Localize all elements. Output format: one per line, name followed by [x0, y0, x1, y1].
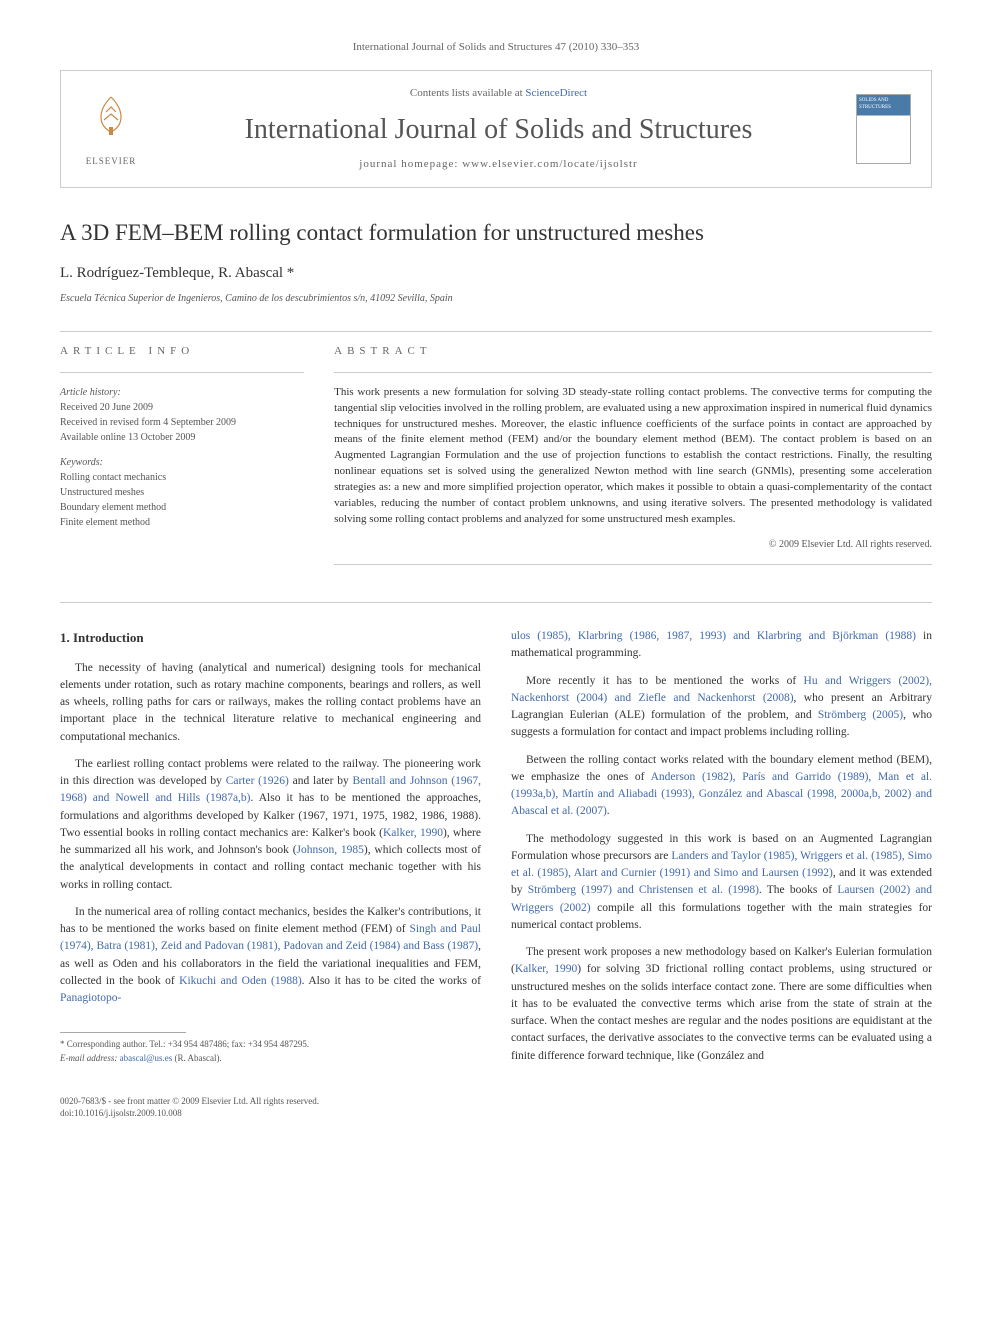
online-date: Available online 13 October 2009	[60, 430, 304, 445]
keyword: Rolling contact mechanics	[60, 470, 304, 485]
footnote: * Corresponding author. Tel.: +34 954 48…	[60, 1038, 481, 1065]
paragraph: The methodology suggested in this work i…	[511, 831, 932, 935]
article-title: A 3D FEM–BEM rolling contact formulation…	[60, 218, 932, 248]
article-info: ARTICLE INFO Article history: Received 2…	[60, 344, 304, 577]
keyword: Finite element method	[60, 515, 304, 530]
text-span: and later by	[289, 775, 353, 787]
text-span: .	[607, 805, 610, 817]
bottom-info: 0020-7683/$ - see front matter © 2009 El…	[60, 1095, 932, 1120]
reference-link[interactable]: Panagiotopo-	[60, 992, 121, 1004]
paragraph: More recently it has to be mentioned the…	[511, 673, 932, 742]
reference-link[interactable]: Strömberg (2005)	[818, 709, 903, 721]
abstract-label: ABSTRACT	[334, 344, 932, 359]
issn-line: 0020-7683/$ - see front matter © 2009 El…	[60, 1095, 932, 1108]
revised-date: Received in revised form 4 September 200…	[60, 415, 304, 430]
text-span: . Also it has to be cited the works of	[302, 975, 481, 987]
footnote-separator	[60, 1032, 186, 1033]
reference-link[interactable]: Carter (1926)	[226, 775, 289, 787]
right-column: ulos (1985), Klarbring (1986, 1987, 1993…	[511, 628, 932, 1075]
section-heading: 1. Introduction	[60, 628, 481, 648]
abstract-text: This work presents a new formulation for…	[334, 385, 932, 528]
paragraph: In the numerical area of rolling contact…	[60, 904, 481, 1008]
homepage-line: journal homepage: www.elsevier.com/locat…	[141, 157, 856, 172]
keywords-label: Keywords:	[60, 455, 304, 470]
reference-link[interactable]: Kalker, 1990	[383, 827, 443, 839]
contents-line: Contents lists available at ScienceDirec…	[141, 86, 856, 101]
main-content: 1. Introduction The necessity of having …	[60, 628, 932, 1075]
abstract-copyright: © 2009 Elsevier Ltd. All rights reserved…	[334, 538, 932, 552]
paragraph: Between the rolling contact works relate…	[511, 752, 932, 821]
reference-link[interactable]: Johnson, 1985	[297, 844, 364, 856]
keyword: Unstructured meshes	[60, 485, 304, 500]
text-span: . The books of	[759, 884, 837, 896]
left-column: 1. Introduction The necessity of having …	[60, 628, 481, 1075]
email-link[interactable]: abascal@us.es	[120, 1053, 173, 1063]
text-span: More recently it has to be mentioned the…	[526, 675, 804, 687]
email-name: (R. Abascal).	[172, 1053, 222, 1063]
publisher-name: ELSEVIER	[81, 155, 141, 168]
doi-line: doi:10.1016/j.ijsolstr.2009.10.008	[60, 1107, 932, 1120]
authors: L. Rodríguez-Tembleque, R. Abascal *	[60, 263, 932, 284]
abstract-section: ABSTRACT This work presents a new formul…	[334, 344, 932, 577]
paragraph: The present work proposes a new methodol…	[511, 944, 932, 1065]
info-label: ARTICLE INFO	[60, 344, 304, 359]
journal-cover-thumb: SOLIDS AND STRUCTURES	[856, 94, 911, 164]
keyword: Boundary element method	[60, 500, 304, 515]
banner-center: Contents lists available at ScienceDirec…	[141, 86, 856, 172]
elsevier-logo: ELSEVIER	[81, 92, 141, 168]
paragraph: ulos (1985), Klarbring (1986, 1987, 1993…	[511, 628, 932, 663]
contents-text: Contents lists available at	[410, 87, 525, 99]
reference-link[interactable]: ulos (1985), Klarbring (1986, 1987, 1993…	[511, 630, 916, 642]
journal-name: International Journal of Solids and Stru…	[141, 110, 856, 149]
info-abstract-row: ARTICLE INFO Article history: Received 2…	[60, 344, 932, 577]
email-label: E-mail address:	[60, 1053, 120, 1063]
divider	[334, 564, 932, 565]
sciencedirect-link[interactable]: ScienceDirect	[525, 87, 587, 99]
history-label: Article history:	[60, 385, 304, 400]
paragraph: The earliest rolling contact problems we…	[60, 756, 481, 894]
corresponding-author: * Corresponding author. Tel.: +34 954 48…	[60, 1038, 481, 1052]
divider	[60, 602, 932, 603]
homepage-prefix: journal homepage:	[359, 158, 462, 170]
elsevier-tree-icon	[81, 92, 141, 155]
reference-link[interactable]: Strömberg (1997) and Christensen et al. …	[528, 884, 759, 896]
affiliation: Escuela Técnica Superior de Ingenieros, …	[60, 292, 932, 306]
keywords-block: Keywords: Rolling contact mechanics Unst…	[60, 455, 304, 530]
reference-link[interactable]: Kalker, 1990	[515, 963, 577, 975]
email-line: E-mail address: abascal@us.es (R. Abasca…	[60, 1052, 481, 1066]
divider	[334, 372, 932, 373]
text-span: ) for solving 3D frictional rolling cont…	[511, 963, 932, 1061]
reference-link[interactable]: Kikuchi and Oden (1988)	[179, 975, 301, 987]
journal-banner: ELSEVIER Contents lists available at Sci…	[60, 70, 932, 188]
homepage-url: www.elsevier.com/locate/ijsolstr	[462, 158, 637, 170]
received-date: Received 20 June 2009	[60, 400, 304, 415]
paragraph: The necessity of having (analytical and …	[60, 660, 481, 746]
divider	[60, 372, 304, 373]
article-history: Article history: Received 20 June 2009 R…	[60, 385, 304, 445]
cover-text: SOLIDS AND STRUCTURES	[859, 98, 891, 110]
journal-reference: International Journal of Solids and Stru…	[60, 40, 932, 55]
divider	[60, 331, 932, 332]
